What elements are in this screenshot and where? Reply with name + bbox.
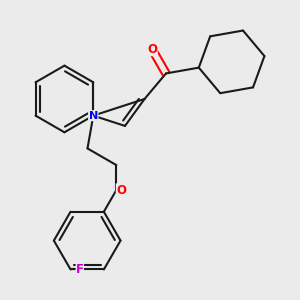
Text: F: F [76, 263, 84, 276]
Text: O: O [116, 184, 126, 196]
Text: O: O [148, 43, 158, 56]
Text: N: N [89, 111, 98, 121]
